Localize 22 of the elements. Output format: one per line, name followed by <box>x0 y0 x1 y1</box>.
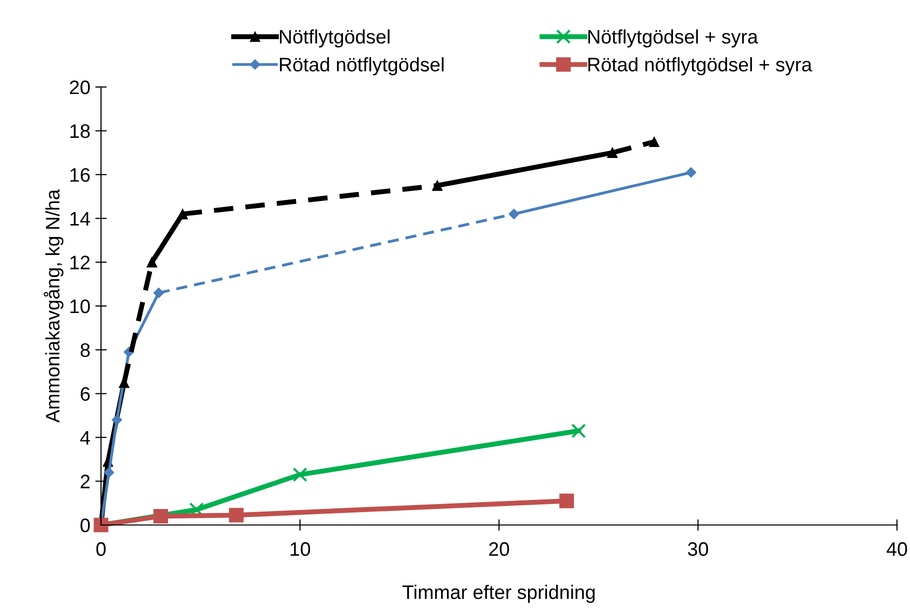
x-tick-label: 10 <box>290 542 310 556</box>
y-tick-label: 14 <box>70 212 90 226</box>
y-tick-label: 4 <box>80 431 90 444</box>
x-axis-title: Timmar efter spridning <box>402 584 595 603</box>
y-axis-title: Ammoniakavgång, kg N/ha <box>44 189 64 423</box>
y-tick-label: 0 <box>80 518 90 532</box>
y-tick-label: 20 <box>70 80 90 94</box>
legend-label: Nötflytgödsel + syra <box>588 29 758 48</box>
x-tick-label: 40 <box>886 542 908 556</box>
y-tick-label: 8 <box>80 343 90 358</box>
x-tick-label: 20 <box>489 542 510 556</box>
y-tick-label: 16 <box>70 168 90 182</box>
y-tick-label: 12 <box>70 256 90 270</box>
x-tick-label: 0 <box>96 542 106 556</box>
y-tick-label: 2 <box>80 474 90 488</box>
legend-label: Rötad nötflytgödsel + syra <box>588 57 812 76</box>
y-tick-label: 18 <box>70 124 90 138</box>
y-tick-label: 6 <box>80 387 90 401</box>
legend-label: Rötad nötflytgödsel <box>280 57 444 76</box>
x-tick-label: 30 <box>688 542 708 556</box>
legend-label: Nötflytgödsel <box>280 29 390 48</box>
y-tick-label: 10 <box>70 299 90 314</box>
